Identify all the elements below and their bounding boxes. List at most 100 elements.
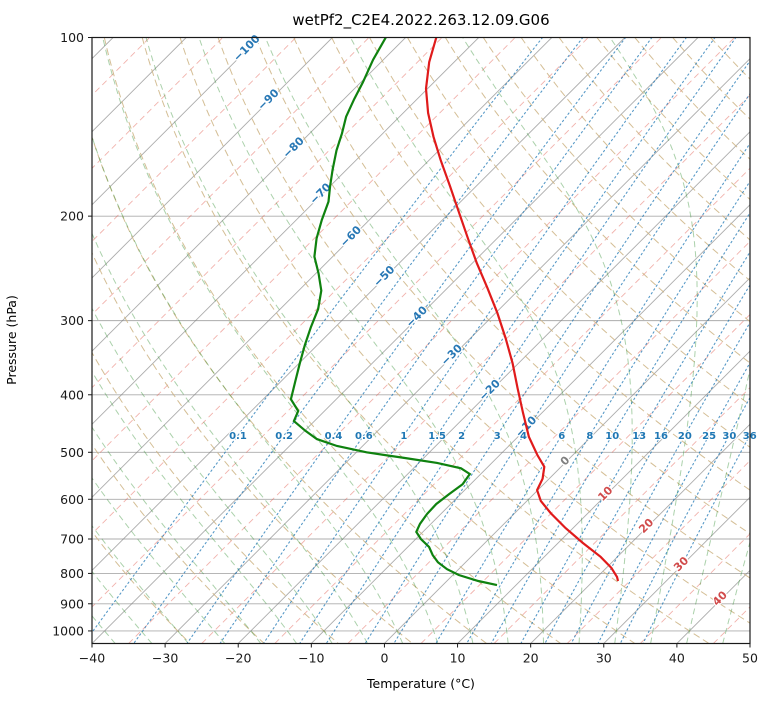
x-tick-label: 0 — [380, 651, 388, 666]
mixing-ratio-label: 0.2 — [275, 431, 293, 442]
isotherm-line — [164, 57, 750, 644]
isotherm-line — [92, 37, 553, 498]
isotherm-label: −60 — [338, 223, 365, 250]
mixing-ratio-line — [544, 283, 750, 644]
isotherm-label: −50 — [371, 263, 398, 290]
mixing-ratio-line — [262, 37, 687, 644]
moist-adiabat-line — [198, 37, 509, 644]
mixing-ratio-line — [92, 37, 544, 634]
x-tick-label: −10 — [298, 651, 324, 666]
mixing-ratio-label: 0.1 — [229, 431, 247, 442]
mixing-ratio-line — [642, 433, 750, 644]
mixing-ratio-label: 0.4 — [325, 431, 343, 442]
mixing-ratio-label: 6 — [558, 431, 565, 442]
minor-isotherm-line — [92, 37, 151, 96]
isotherm-label: 10 — [595, 483, 615, 503]
isotherm-line — [92, 37, 699, 644]
y-tick-label: 1000 — [52, 623, 84, 638]
mixing-ratio-label: 25 — [702, 431, 716, 442]
y-tick-label: 200 — [60, 209, 84, 224]
minor-isotherm-line — [493, 386, 750, 644]
dry-adiabat-line — [293, 37, 750, 535]
mixing-ratio-label: 10 — [605, 431, 619, 442]
moist-adiabat-line — [92, 524, 189, 644]
x-axis-label: Temperature (°C) — [366, 676, 475, 691]
isotherm-line — [92, 37, 333, 279]
moist-adiabat-line — [92, 232, 368, 644]
minor-isotherm-line — [128, 37, 735, 644]
chart-title: wetPf2_C2E4.2022.263.12.09.G06 — [292, 11, 549, 30]
mixing-ratio-line — [393, 92, 750, 644]
isotherm-label: 40 — [710, 588, 730, 608]
y-tick-label: 100 — [60, 30, 84, 45]
isotherm-line — [237, 131, 750, 644]
isotherm-line — [92, 37, 406, 352]
x-tick-label: −30 — [152, 651, 178, 666]
dry-adiabat-line — [482, 37, 750, 323]
mixing-ratio-line — [219, 37, 653, 644]
moist-adiabat-line — [462, 37, 633, 644]
dry-adiabat-line — [331, 37, 750, 491]
dry-adiabat-line — [255, 37, 750, 579]
mixing-ratio-label: 2 — [458, 431, 465, 442]
isotherm-line — [530, 423, 750, 644]
x-tick-label: 40 — [669, 651, 685, 666]
mixing-ratio-label: 16 — [654, 431, 668, 442]
moist-adiabat-line — [609, 37, 698, 644]
isotherm-line — [92, 37, 626, 572]
isotherm-line — [603, 496, 750, 644]
isotherm-line — [384, 277, 750, 644]
dry-adiabat-line — [92, 443, 265, 644]
y-tick-label: 500 — [60, 445, 84, 460]
minor-isotherm-line — [274, 167, 750, 644]
isotherm-label: −100 — [231, 32, 263, 64]
mixing-ratio-line — [299, 37, 716, 644]
x-tick-label: 10 — [450, 651, 466, 666]
minor-isotherm-line — [92, 37, 370, 316]
y-tick-label: 900 — [60, 596, 84, 611]
mixing-ratio-line — [325, 37, 737, 644]
mixing-ratio-line — [133, 37, 584, 644]
moist-adiabat-line — [102, 37, 439, 644]
mixing-ratio-label: 0.6 — [355, 431, 373, 442]
isotherm-label: 0 — [558, 453, 573, 468]
dry-adiabat-line — [748, 37, 750, 40]
mixing-ratio-line — [490, 211, 750, 644]
moist-adiabat-line — [92, 135, 404, 644]
dry-adiabat-line — [141, 37, 636, 644]
dry-adiabat-line — [92, 351, 339, 644]
y-tick-label: 800 — [60, 566, 84, 581]
mixing-ratio-label: 1.5 — [428, 431, 446, 442]
isotherm-label: −90 — [255, 86, 282, 113]
mixing-ratio-line — [435, 142, 750, 644]
isotherm-label: 20 — [636, 516, 656, 536]
mixing-ratio-label: 20 — [678, 431, 692, 442]
minor-isotherm-line — [92, 37, 662, 608]
mixing-ratio-line — [186, 37, 627, 644]
isotherm-line — [310, 204, 750, 644]
isotherm-label: 30 — [671, 554, 691, 574]
dry-adiabat-line — [407, 37, 750, 406]
mixing-ratio-line — [466, 180, 750, 644]
dry-adiabat-line — [179, 37, 710, 644]
isotherm-line — [457, 350, 750, 644]
isotherm-line — [92, 37, 260, 206]
y-tick-label: 300 — [60, 313, 84, 328]
y-tick-label: 600 — [60, 492, 84, 507]
dry-adiabat-line — [217, 37, 750, 624]
mixing-ratio-line — [570, 321, 750, 644]
minor-isotherm-line — [92, 37, 516, 462]
minor-isotherm-line — [92, 37, 224, 169]
isotherm-label: −80 — [280, 134, 307, 161]
mixing-ratio-line — [619, 396, 750, 644]
mixing-ratio-line — [597, 361, 750, 644]
sounding-profiles-layer — [289, 37, 620, 587]
mixing-ratio-label: 13 — [632, 431, 646, 442]
moist-adiabat-line — [92, 426, 262, 644]
moist-adiabat-line — [145, 37, 474, 644]
dry-adiabat-line — [444, 37, 750, 364]
mixing-ratio-label: 4 — [520, 431, 527, 442]
